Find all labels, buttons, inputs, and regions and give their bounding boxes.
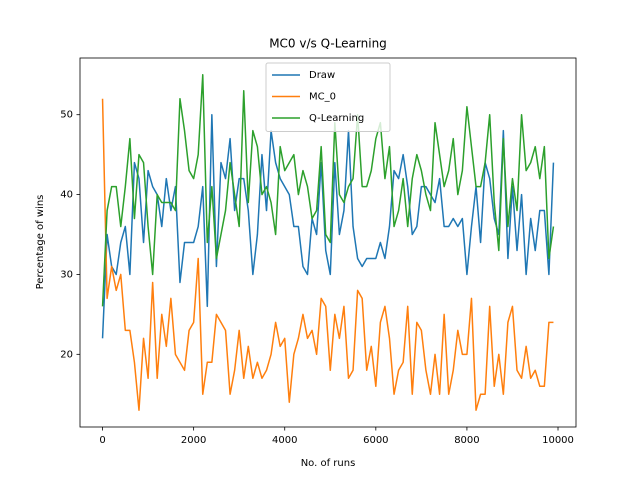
x-tick-label: 8000 [454, 435, 479, 446]
x-tick-label: 0 [99, 435, 105, 446]
series-line [101, 113, 555, 339]
y-tick-label: 20 [60, 349, 73, 360]
y-tick-label: 40 [60, 190, 73, 201]
series-line [101, 98, 554, 411]
x-tick-label: 10000 [542, 435, 574, 446]
x-tick-label: 2000 [181, 435, 206, 446]
legend-label: Draw [309, 70, 335, 81]
y-axis-label: Percentage of wins [35, 195, 46, 290]
x-tick-label: 6000 [363, 435, 388, 446]
y-tick-label: 50 [60, 110, 73, 121]
plot-frame [79, 57, 577, 428]
x-axis-label: No. of runs [301, 458, 356, 469]
legend-label: Q-Learning [309, 113, 364, 124]
y-tick-label: 30 [60, 269, 73, 280]
chart-title: MC0 v/s Q-Learning [269, 37, 387, 51]
legend-box [265, 62, 391, 132]
legend-label: MC_0 [309, 92, 336, 103]
series-line [101, 74, 555, 307]
x-tick-label: 4000 [272, 435, 297, 446]
